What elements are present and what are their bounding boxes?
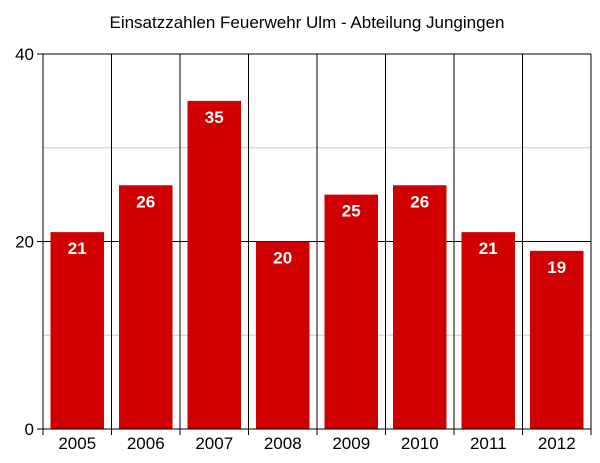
x-tick-label-2008: 2008 [264, 434, 302, 453]
data-label-2007: 35 [205, 108, 224, 127]
bar-2007 [187, 100, 241, 429]
bars-layer [50, 100, 584, 429]
data-label-2011: 21 [479, 239, 498, 258]
labels-layer: 21 26 35 20 25 26 21 19 [68, 108, 566, 277]
data-label-2008: 20 [273, 249, 292, 268]
bar-2005 [50, 232, 104, 429]
y-tick-label-40: 40 [15, 45, 34, 64]
chart-title: Einsatzzahlen Feuerwehr Ulm - Abteilung … [109, 13, 504, 32]
axis-layer: 0 20 40 2005 2006 2007 2008 2009 2010 2011 2012 [15, 45, 592, 453]
x-tick-label-2009: 2009 [332, 434, 370, 453]
y-tick-label-0: 0 [25, 420, 34, 439]
x-tick-label-2005: 2005 [58, 434, 96, 453]
x-tick-label-2006: 2006 [127, 434, 165, 453]
bar-2009 [324, 194, 378, 429]
bar-2011 [461, 232, 515, 429]
bar-2008 [256, 241, 310, 429]
data-label-2005: 21 [68, 239, 87, 258]
data-label-2006: 26 [136, 192, 155, 211]
y-tick-label-20: 20 [15, 233, 34, 252]
bar-2012 [530, 250, 584, 429]
bar-2010 [393, 185, 447, 429]
x-tick-label-2012: 2012 [538, 434, 576, 453]
data-label-2010: 26 [410, 192, 429, 211]
x-tick-label-2010: 2010 [401, 434, 439, 453]
bar-2006 [119, 185, 173, 429]
data-label-2009: 25 [342, 202, 361, 221]
x-tick-label-2011: 2011 [470, 434, 507, 453]
data-label-2012: 19 [547, 258, 566, 277]
x-tick-label-2007: 2007 [195, 434, 233, 453]
